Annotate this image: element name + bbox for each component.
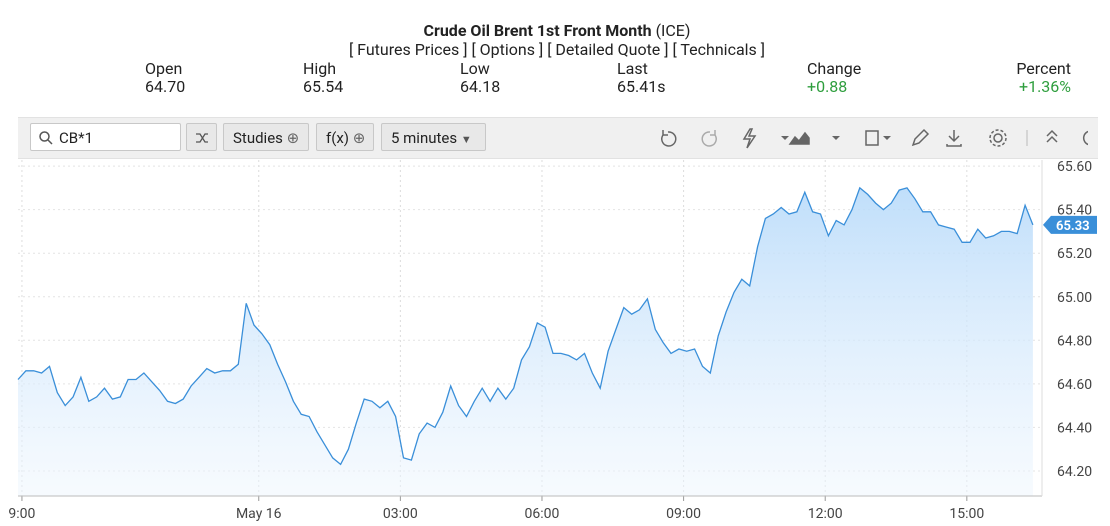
link[interactable]: [ Futures Prices ] — [348, 40, 468, 59]
exchange: (ICE) — [655, 21, 691, 40]
x-tick-label: May 16 — [236, 506, 282, 522]
stat: Last 65.41s — [617, 60, 665, 96]
y-tick-label: 65.40 — [1057, 203, 1092, 219]
title-line: Crude Oil Brent 1st Front Month (ICE) — [0, 21, 1110, 40]
title: Crude Oil Brent 1st Front Month — [423, 21, 652, 40]
search-box[interactable]: CB*1 — [30, 123, 181, 151]
stat: Change +0.88 — [807, 60, 861, 96]
stat-label: Low — [460, 59, 490, 78]
y-tick-label: 64.20 — [1057, 464, 1092, 480]
interval-button[interactable]: 5 minutes ▼ — [381, 123, 486, 151]
link[interactable]: [ Technicals ] — [672, 40, 766, 59]
undo-icon[interactable] — [661, 130, 677, 147]
stat-label: Open — [145, 59, 183, 78]
y-tick-label: 65.00 — [1057, 290, 1092, 306]
y-tick-label: 64.80 — [1057, 333, 1092, 349]
studies-button[interactable]: Studies ⊕ — [223, 123, 309, 151]
stat-label: Percent — [1016, 59, 1071, 78]
link[interactable]: [ Options ] — [471, 40, 544, 59]
link[interactable]: [ Detailed Quote ] — [547, 40, 669, 59]
download-icon[interactable] — [946, 130, 962, 147]
stat-value: 65.41s — [617, 77, 666, 96]
y-tick-label: 65.60 — [1057, 159, 1092, 175]
layout-icon[interactable] — [865, 130, 879, 146]
function-button[interactable]: f(x) ⊕ — [316, 123, 374, 151]
toolbar: CB*1 Studies ⊕ f(x) ⊕ 5 minutes ▼ — [18, 117, 1098, 159]
stat: Low 64.18 — [460, 60, 500, 96]
chart-type-icon[interactable] — [788, 131, 810, 145]
last-price-badge — [1043, 215, 1097, 234]
events-icon[interactable] — [742, 128, 757, 149]
x-tick-label: 09:00 — [666, 506, 701, 522]
toolbar-icons — [661, 128, 1088, 149]
stat-label: High — [303, 59, 337, 78]
collapse-icon[interactable] — [1046, 129, 1058, 143]
compare-button[interactable] — [186, 123, 217, 151]
redo-icon[interactable] — [701, 130, 717, 147]
stat-label: Last — [617, 59, 648, 78]
icon — [196, 133, 208, 143]
search-text: CB*1 — [59, 129, 93, 147]
draw-icon[interactable] — [911, 128, 930, 147]
y-tick-label: 65.20 — [1057, 246, 1092, 262]
area — [18, 187, 1033, 496]
button-text: f(x) — [326, 129, 350, 147]
stat: High 65.54 — [303, 60, 343, 96]
stat-value: 64.18 — [460, 77, 501, 96]
price-line — [17, 186, 1034, 466]
stat-label: Change — [807, 59, 862, 78]
search-icon — [39, 131, 53, 145]
stat-value: 64.70 — [145, 77, 186, 96]
x-tick-label: 06:00 — [525, 506, 560, 522]
settings-icon[interactable] — [993, 133, 1003, 143]
button-text: Studies — [233, 129, 283, 147]
stat: Percent +1.36% — [1016, 60, 1071, 96]
stat-value: +1.36% — [1019, 77, 1071, 96]
theme-icon[interactable] — [1082, 130, 1088, 146]
stat-value: 65.54 — [303, 77, 344, 96]
y-tick-label: 64.40 — [1057, 420, 1092, 436]
x-tick-label: 15:00 — [949, 506, 984, 522]
x-tick-label: 03:00 — [383, 506, 418, 522]
x-tick-label: 9:00 — [8, 506, 35, 522]
links: [ Futures Prices ][ Options ][ Detailed … — [0, 40, 1110, 59]
stat-value: +0.88 — [807, 77, 848, 96]
last-price-label: 65.33 — [1056, 219, 1090, 234]
y-tick-label: 64.60 — [1057, 377, 1092, 393]
stat: Open 64.70 — [145, 60, 185, 96]
x-tick-label: 12:00 — [808, 506, 843, 522]
button-text: 5 minutes — [391, 129, 458, 147]
